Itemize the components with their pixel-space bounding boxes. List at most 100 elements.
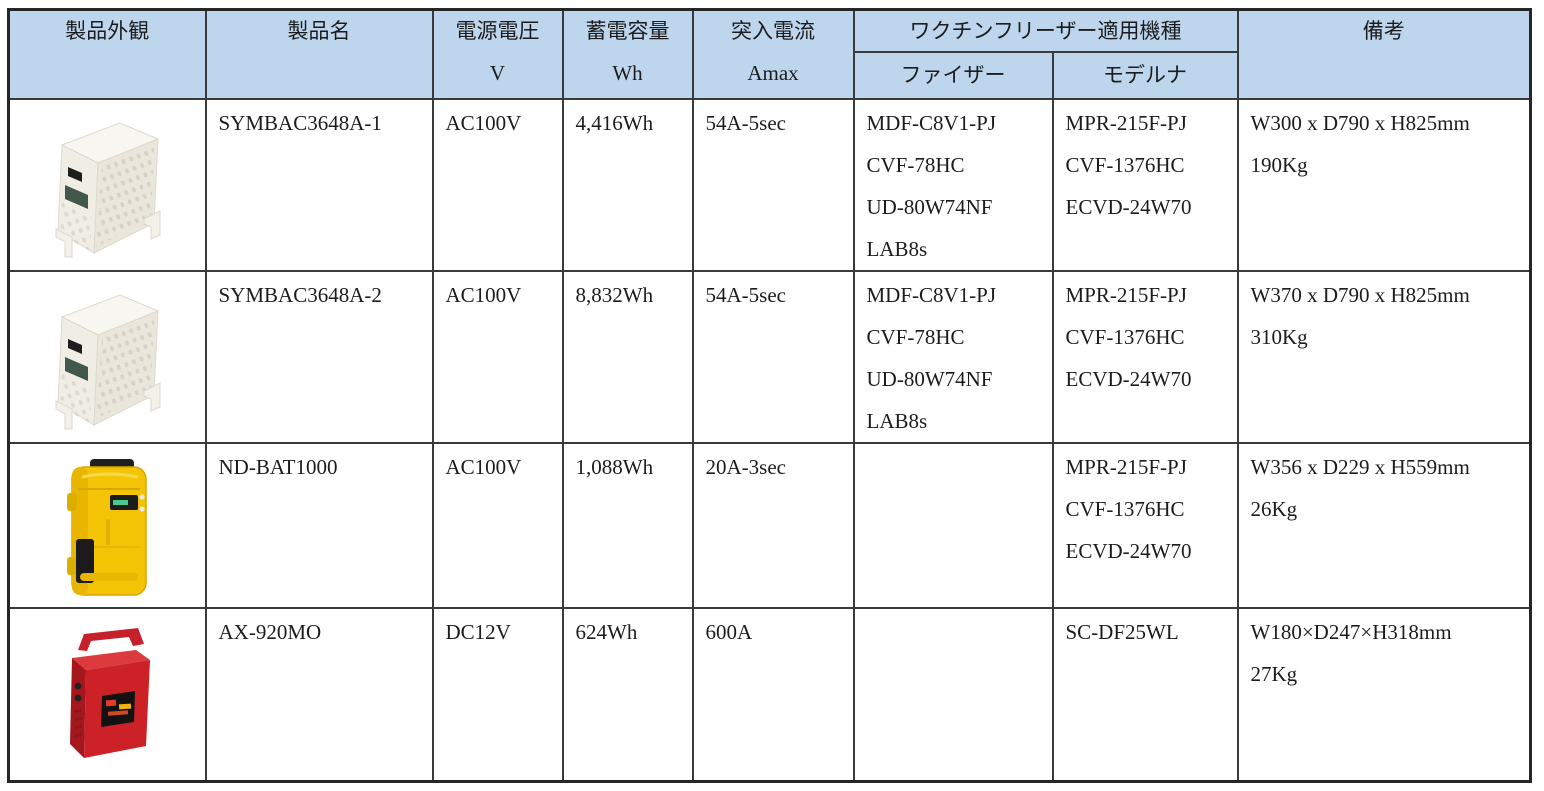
cell-voltage: AC100V (431, 270, 564, 444)
cell-product-name: AX-920MO (204, 607, 434, 782)
model-line: ECVD-24W70 (1065, 367, 1192, 391)
cell-inrush: 600A (691, 607, 855, 782)
product-spec-table: 製品外観 製品名 電源電圧 V 蓄電容量 Wh 突入電流 Amax ワクチンフリ… (7, 8, 1533, 783)
inrush-value: 54A-5sec (705, 283, 786, 307)
white-tower-battery-photo (55, 294, 161, 430)
product-name: SYMBAC3648A-2 (218, 283, 382, 307)
cell-capacity: 4,416Wh (561, 98, 694, 272)
weight: 190Kg (1250, 153, 1308, 177)
capacity-value: 1,088Wh (575, 455, 654, 479)
cell-remarks: W300 x D790 x H825mm 190Kg (1236, 98, 1532, 272)
freezer-group-label: ワクチンフリーザー適用機種 (909, 19, 1182, 43)
cell-inrush: 54A-5sec (691, 98, 855, 272)
model-line: MPR-215F-PJ (1065, 111, 1187, 135)
cell-moderna-models: MPR-215F-PJ CVF-1376HC ECVD-24W70 (1051, 442, 1239, 609)
model-line: ECVD-24W70 (1065, 195, 1192, 219)
col-header-pfizer: ファイザー (852, 51, 1054, 100)
red-portable-battery-photo (70, 628, 151, 759)
inrush-value: 54A-5sec (705, 111, 786, 135)
model-line: CVF-1376HC (1065, 153, 1185, 177)
inrush-value: 20A-3sec (705, 455, 786, 479)
voltage-label: 電源電圧 (455, 19, 540, 43)
col-header-remarks: 備考 (1236, 8, 1532, 100)
capacity-value: 8,832Wh (575, 283, 654, 307)
col-header-appearance: 製品外観 (7, 8, 207, 100)
cell-capacity: 1,088Wh (561, 442, 694, 609)
cell-product-name: ND-BAT1000 (204, 442, 434, 609)
weight: 27Kg (1250, 662, 1298, 686)
cell-voltage: DC12V (431, 607, 564, 782)
inrush-unit-label: Amax (747, 61, 799, 85)
cell-capacity: 8,832Wh (561, 270, 694, 444)
voltage-value: AC100V (445, 283, 522, 307)
model-line: LAB8s (866, 237, 928, 261)
capacity-value: 624Wh (575, 620, 638, 644)
weight: 310Kg (1250, 325, 1308, 349)
cell-moderna-models: MPR-215F-PJ CVF-1376HC ECVD-24W70 (1051, 98, 1239, 272)
col-header-moderna: モデルナ (1051, 51, 1239, 100)
remarks-label: 備考 (1362, 19, 1405, 43)
inrush-label: 突入電流 (731, 19, 815, 43)
cell-pfizer-models (852, 607, 1054, 782)
dimensions: W370 x D790 x H825mm (1250, 283, 1470, 307)
cell-voltage: AC100V (431, 98, 564, 272)
cell-remarks: W356 x D229 x H559mm 26Kg (1236, 442, 1532, 609)
dimensions: W180×D247×H318mm (1250, 620, 1452, 644)
model-line: MPR-215F-PJ (1065, 455, 1187, 479)
model-line: CVF-78HC (866, 153, 965, 177)
col-header-inrush: 突入電流 Amax (691, 8, 855, 100)
voltage-value: DC12V (445, 620, 511, 644)
product-name: SYMBAC3648A-1 (218, 111, 382, 135)
product-name: ND-BAT1000 (218, 455, 338, 479)
col-header-product-name: 製品名 (204, 8, 434, 100)
model-line: MPR-215F-PJ (1065, 283, 1187, 307)
cell-appearance (7, 442, 207, 609)
voltage-value: AC100V (445, 455, 522, 479)
model-line: CVF-1376HC (1065, 325, 1185, 349)
model-line: CVF-1376HC (1065, 497, 1185, 521)
cell-moderna-models: SC-DF25WL (1051, 607, 1239, 782)
cell-remarks: W370 x D790 x H825mm 310Kg (1236, 270, 1532, 444)
pfizer-label: ファイザー (900, 63, 1006, 87)
cell-appearance (7, 270, 207, 444)
cell-moderna-models: MPR-215F-PJ CVF-1376HC ECVD-24W70 (1051, 270, 1239, 444)
model-line: UD-80W74NF (866, 367, 993, 391)
col-header-appearance-label: 製品外観 (65, 19, 150, 43)
col-header-freezer-group: ワクチンフリーザー適用機種 (852, 8, 1239, 53)
cell-product-name: SYMBAC3648A-2 (204, 270, 434, 444)
col-header-product-name-label: 製品名 (287, 19, 351, 43)
cell-pfizer-models (852, 442, 1054, 609)
model-line: LAB8s (866, 409, 928, 433)
model-line: MDF-C8V1-PJ (866, 283, 997, 307)
cell-pfizer-models: MDF-C8V1-PJ CVF-78HC UD-80W74NF LAB8s (852, 270, 1054, 444)
yellow-portable-case-photo (67, 458, 147, 596)
capacity-value: 4,416Wh (575, 111, 654, 135)
moderna-label: モデルナ (1103, 63, 1187, 87)
capacity-unit-label: Wh (612, 61, 643, 85)
cell-inrush: 20A-3sec (691, 442, 855, 609)
voltage-unit-label: V (489, 61, 506, 85)
cell-appearance (7, 98, 207, 272)
capacity-label: 蓄電容量 (585, 19, 670, 43)
model-line: CVF-78HC (866, 325, 965, 349)
cell-capacity: 624Wh (561, 607, 694, 782)
table-row: AX-920MO DC12V 624Wh 600A SC-DF25WL W180… (7, 607, 1532, 782)
table-row: SYMBAC3648A-2 AC100V 8,832Wh 54A-5sec MD… (7, 270, 1532, 444)
model-line: MDF-C8V1-PJ (866, 111, 997, 135)
cell-appearance (7, 607, 207, 782)
model-line: SC-DF25WL (1065, 620, 1179, 644)
table-row: ND-BAT1000 AC100V 1,088Wh 20A-3sec MPR-2… (7, 442, 1532, 609)
weight: 26Kg (1250, 497, 1298, 521)
product-name: AX-920MO (218, 620, 322, 644)
model-line: UD-80W74NF (866, 195, 993, 219)
table-row: SYMBAC3648A-1 AC100V 4,416Wh 54A-5sec MD… (7, 98, 1532, 272)
col-header-voltage: 電源電圧 V (431, 8, 564, 100)
col-header-capacity: 蓄電容量 Wh (561, 8, 694, 100)
dimensions: W356 x D229 x H559mm (1250, 455, 1470, 479)
voltage-value: AC100V (445, 111, 522, 135)
inrush-value: 600A (705, 620, 753, 644)
dimensions: W300 x D790 x H825mm (1250, 111, 1470, 135)
cell-inrush: 54A-5sec (691, 270, 855, 444)
cell-voltage: AC100V (431, 442, 564, 609)
